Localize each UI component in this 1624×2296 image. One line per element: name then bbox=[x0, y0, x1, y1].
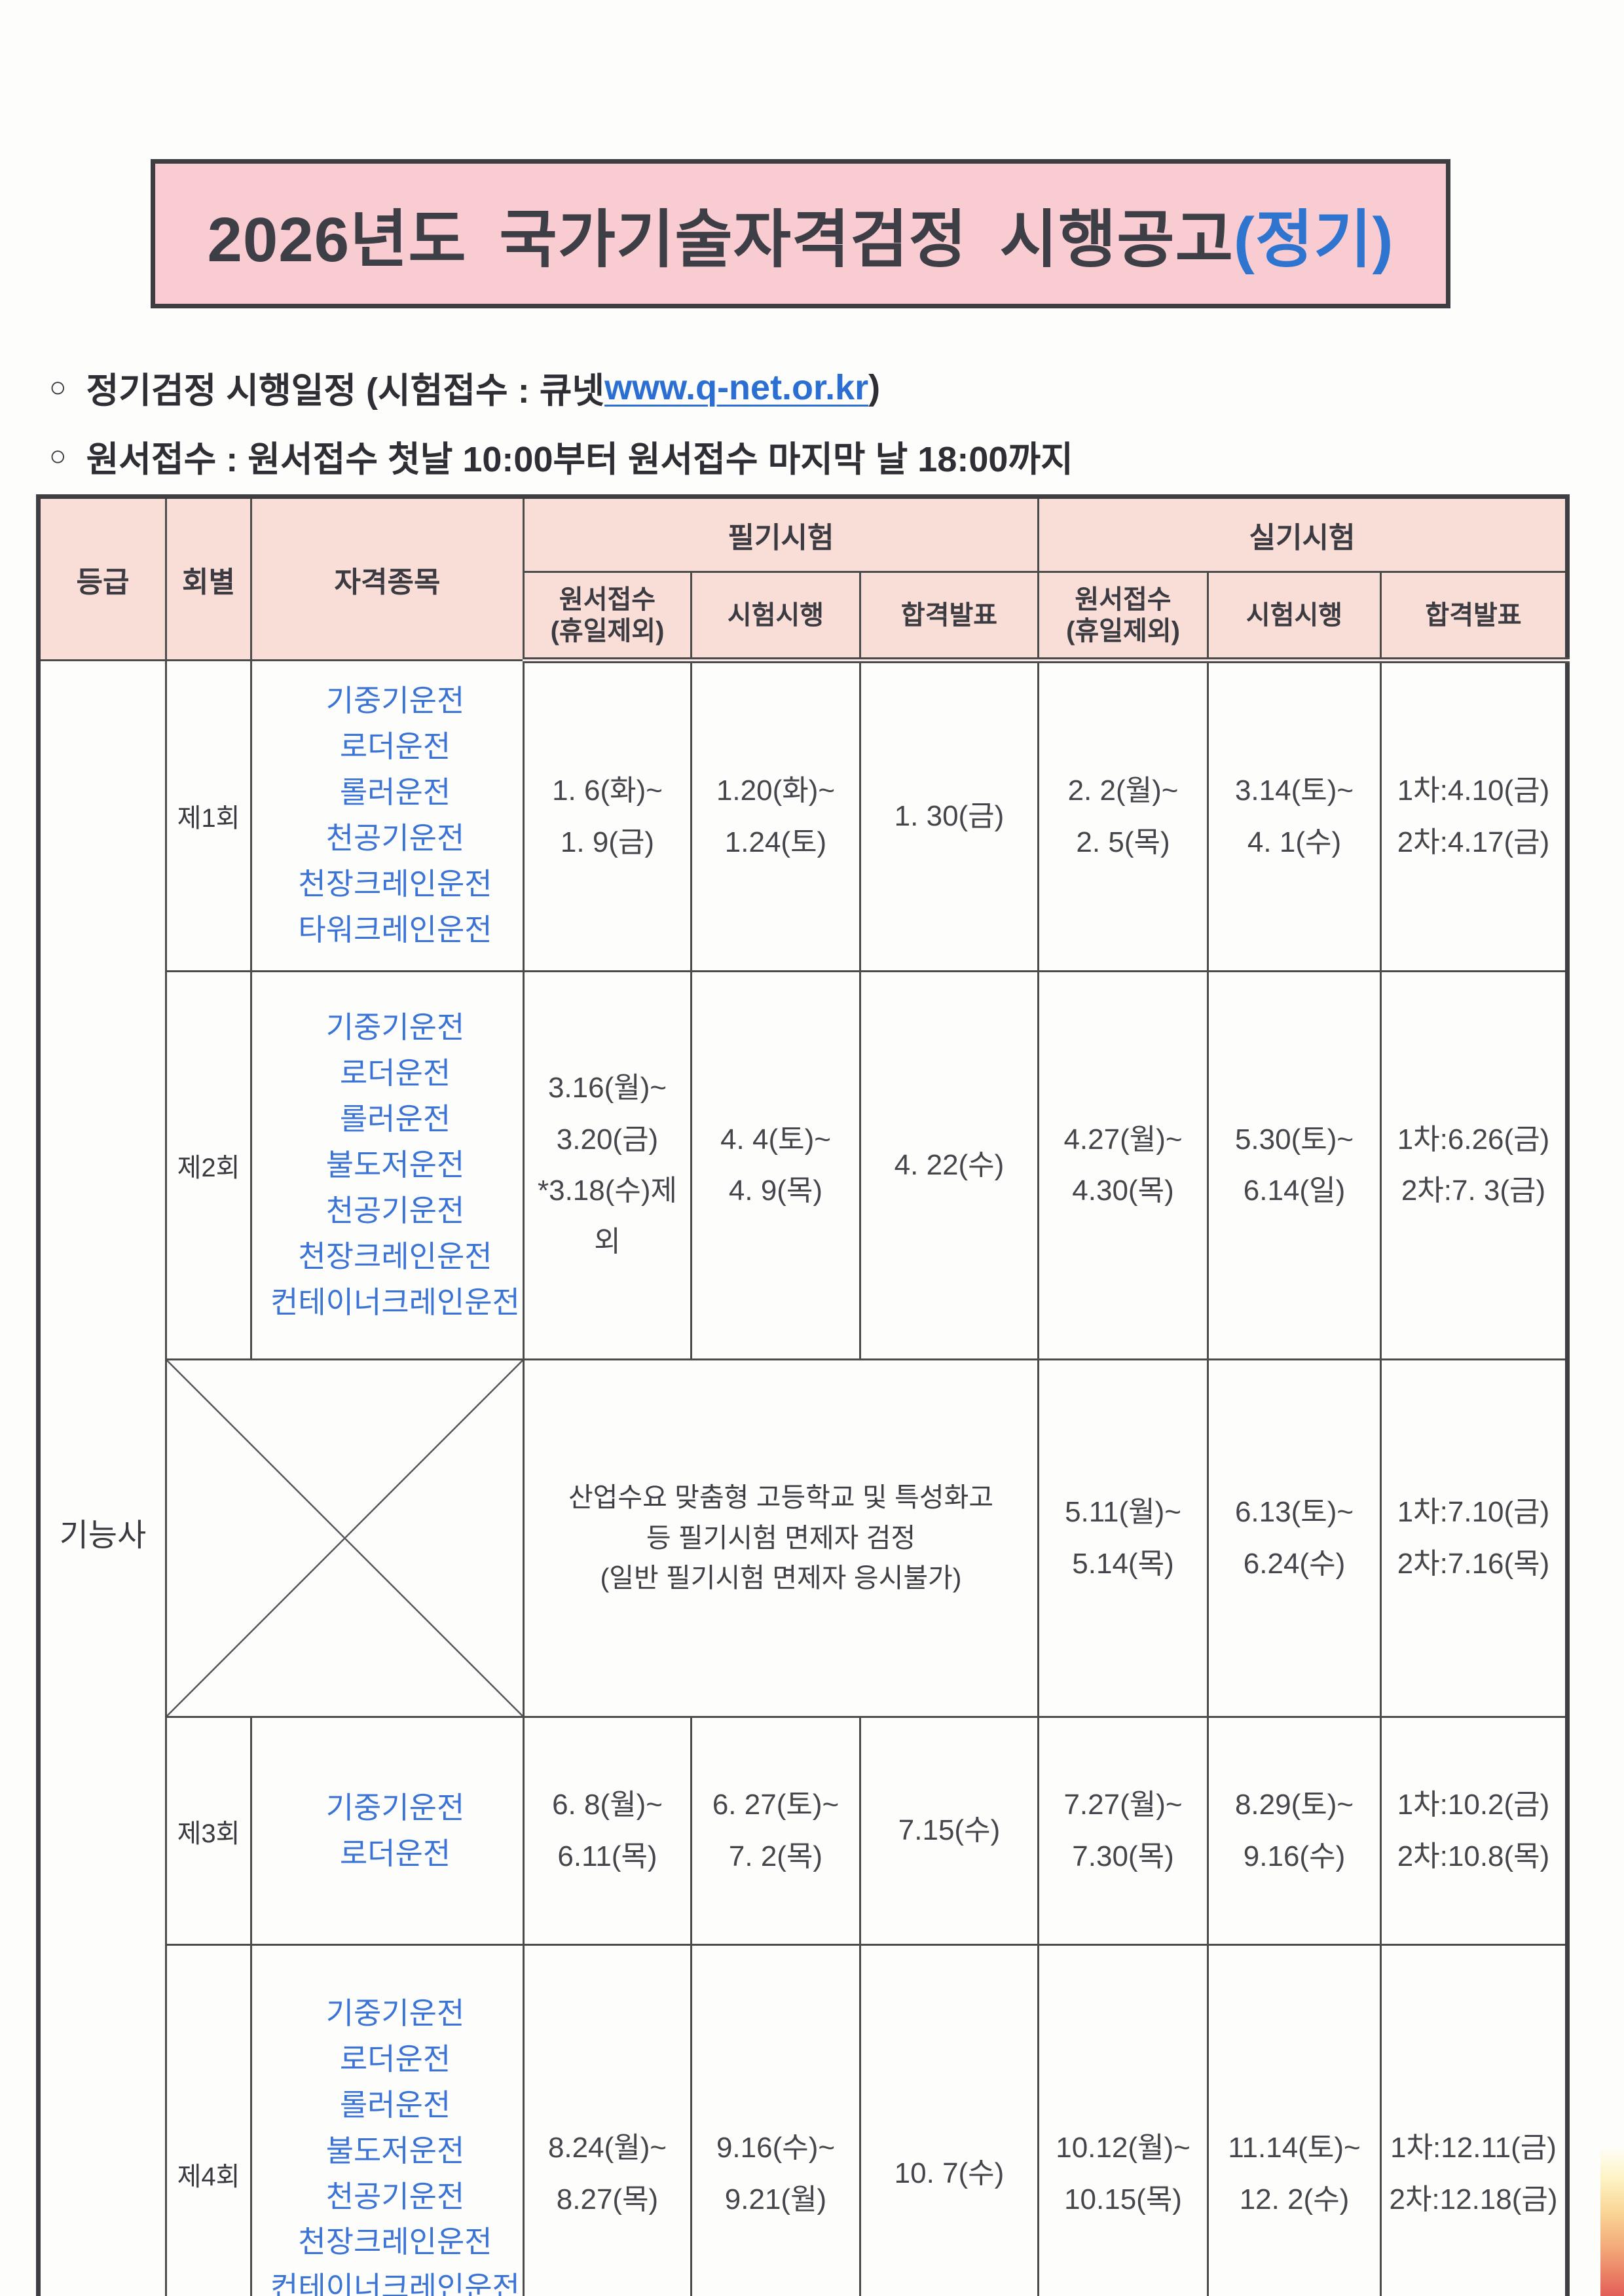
col-header-subject: 자격종목 bbox=[250, 496, 525, 661]
grade-cell: 기능사 bbox=[37, 659, 167, 2296]
practical-registration-cell: 2. 2(월)~ 2. 5(목) bbox=[1037, 659, 1209, 972]
practical-exam-cell: 6.13(토)~ 6.24(수) bbox=[1207, 1358, 1382, 1718]
practical-exam-cell: 5.30(토)~ 6.14(일) bbox=[1207, 970, 1382, 1360]
page-title-suffix: (정기) bbox=[1233, 204, 1394, 275]
table-row-round4: 제4회 기중기운전 로더운전 롤러운전 불도저운전 천공기운전 천장크레인운전 … bbox=[39, 1944, 1569, 2296]
subjects-cell: 기중기운전 로더운전 롤러운전 불도저운전 천공기운전 천장크레인운전 컨테이너… bbox=[250, 970, 525, 1360]
subheader-written-registration: 원서접수 (휴일제외) bbox=[523, 571, 692, 663]
written-result-cell: 7.15(수) bbox=[858, 1716, 1040, 1946]
schedule-line-text: 정기검정 시행일정 (시험접수 : 큐넷 bbox=[86, 371, 605, 410]
practical-result-cell: 1차:4.10(금) 2차:4.17(금) bbox=[1380, 659, 1569, 972]
round-cell: 제3회 bbox=[165, 1716, 252, 1946]
subheader-practical-exam: 시험시행 bbox=[1207, 571, 1382, 663]
title-banner: 2026년도 국가기술자격검정 시행공고 (정기) bbox=[151, 159, 1450, 308]
practical-registration-cell: 10.12(월)~ 10.15(목) bbox=[1037, 1944, 1209, 2296]
written-registration-cell: 3.16(월)~ 3.20(금) *3.18(수)제외 bbox=[523, 970, 692, 1360]
written-registration-cell: 1. 6(화)~ 1. 9(금) bbox=[523, 659, 692, 972]
bullet-registration-line: ○ 원서접수 : 원서접수 첫날 10:00부터 원서접수 마지막 날 18:0… bbox=[49, 430, 1073, 482]
practical-result-cell: 1차:12.11(금) 2차:12.18(금) bbox=[1380, 1944, 1569, 2296]
intro-bullets: ○ 정기검정 시행일정 (시험접수 : 큐넷 www.q-net.or.kr) … bbox=[49, 361, 1073, 482]
subheader-practical-result: 합격발표 bbox=[1380, 571, 1569, 663]
written-exam-cell: 9.16(수)~ 9.21(월) bbox=[690, 1944, 861, 2296]
subjects-cell: 기중기운전 로더운전 롤러운전 불도저운전 천공기운전 천장크레인운전 컨테이너… bbox=[250, 1944, 525, 2296]
practical-result-cell: 1차:10.2(금) 2차:10.8(목) bbox=[1380, 1716, 1569, 1946]
page-title: 2026년도 국가기술자격검정 시행공고 bbox=[207, 204, 1234, 275]
written-exam-cell: 6. 27(토)~ 7. 2(목) bbox=[690, 1716, 861, 1946]
qnet-link[interactable]: www.q-net.or.kr bbox=[604, 367, 869, 407]
practical-registration-cell: 7.27(월)~ 7.30(목) bbox=[1037, 1716, 1209, 1946]
written-registration-cell: 8.24(월)~ 8.27(목) bbox=[523, 1944, 692, 2296]
round-cell: 제4회 bbox=[165, 1944, 252, 2296]
registration-line-text: 원서접수 : 원서접수 첫날 10:00부터 원서접수 마지막 날 18:00까… bbox=[86, 440, 1073, 479]
subheader-written-result: 합격발표 bbox=[858, 571, 1040, 663]
table-row-round1: 기능사 제1회 기중기운전 로더운전 롤러운전 천공기운전 천장크레인운전 타워… bbox=[37, 659, 1569, 2296]
written-exam-cell: 4. 4(토)~ 4. 9(목) bbox=[690, 970, 861, 1360]
table-row-exemption: 산업수요 맞춤형 고등학교 및 특성화고 등 필기시험 면제자 검정 (일반 필… bbox=[39, 1358, 1569, 1718]
practical-registration-cell: 4.27(월)~ 4.30(목) bbox=[1037, 970, 1209, 1360]
col-header-grade: 등급 bbox=[37, 496, 167, 661]
circle-bullet-icon: ○ bbox=[49, 371, 67, 403]
practical-registration-cell: 5.11(월)~ 5.14(목) bbox=[1037, 1358, 1209, 1718]
written-exam-cell: 1.20(화)~ 1.24(토) bbox=[690, 659, 861, 972]
diagonal-cross-icon bbox=[167, 1360, 523, 1716]
practical-exam-cell: 8.29(토)~ 9.16(수) bbox=[1207, 1716, 1382, 1946]
subjects-cell: 기중기운전 로더운전 롤러운전 천공기운전 천장크레인운전 타워크레인운전 bbox=[250, 659, 525, 972]
exam-schedule-table: 등급 회별 자격종목 필기시험 실기시험 원서접수 (휴일제외) 시험시행 합격… bbox=[36, 494, 1570, 2296]
group-header-practical: 실기시험 bbox=[1037, 496, 1569, 573]
col-header-round: 회별 bbox=[165, 496, 252, 661]
practical-result-cell: 1차:7.10(금) 2차:7.16(목) bbox=[1380, 1358, 1569, 1718]
practical-exam-cell: 3.14(토)~ 4. 1(수) bbox=[1207, 659, 1382, 972]
written-registration-cell: 6. 8(월)~ 6.11(목) bbox=[523, 1716, 692, 1946]
subheader-practical-registration: 원서접수 (휴일제외) bbox=[1037, 571, 1209, 663]
scan-color-strip bbox=[1600, 2149, 1624, 2296]
table-row-round2: 제2회 기중기운전 로더운전 롤러운전 불도저운전 천공기운전 천장크레인운전 … bbox=[39, 970, 1569, 1360]
subjects-cell: 기중기운전 로더운전 bbox=[250, 1716, 525, 1946]
written-result-cell: 4. 22(수) bbox=[858, 970, 1040, 1360]
schedule-line-suffix: ) bbox=[868, 367, 881, 407]
practical-exam-cell: 11.14(토)~ 12. 2(수) bbox=[1207, 1944, 1382, 2296]
round-cell: 제1회 bbox=[165, 659, 252, 972]
group-header-written: 필기시험 bbox=[522, 496, 1040, 573]
round-cell: 제2회 bbox=[165, 970, 252, 1360]
table-row-round3: 제3회 기중기운전 로더운전 6. 8(월)~ 6.11(목) 6. 27(토)… bbox=[39, 1716, 1569, 1946]
written-result-cell: 1. 30(금) bbox=[858, 659, 1040, 972]
subheader-written-exam: 시험시행 bbox=[690, 571, 861, 663]
written-result-cell: 10. 7(수) bbox=[858, 1944, 1040, 2296]
bullet-schedule-line: ○ 정기검정 시행일정 (시험접수 : 큐넷 www.q-net.or.kr) bbox=[49, 361, 1073, 413]
not-applicable-cell bbox=[165, 1358, 525, 1718]
circle-bullet-icon: ○ bbox=[49, 439, 67, 472]
practical-result-cell: 1차:6.26(금) 2차:7. 3(금) bbox=[1380, 970, 1569, 1360]
exemption-note-cell: 산업수요 맞춤형 고등학교 및 특성화고 등 필기시험 면제자 검정 (일반 필… bbox=[522, 1358, 1040, 1718]
